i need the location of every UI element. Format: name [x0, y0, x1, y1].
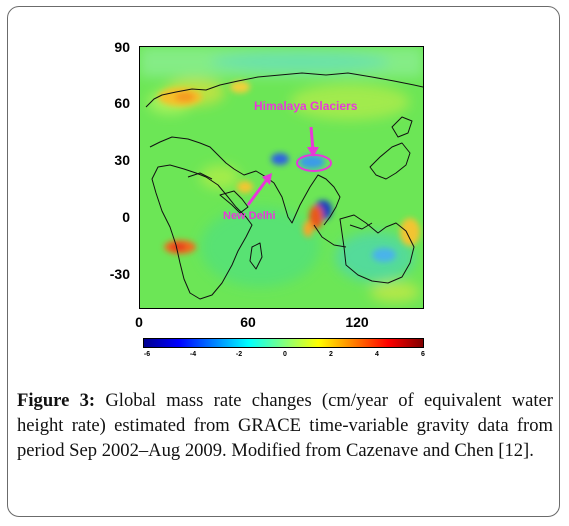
caption-text: Global mass rate changes (cm/year of equ… [17, 390, 554, 461]
colorbar-tick: -6 [143, 351, 151, 358]
colorbar-tick: 6 [421, 351, 425, 358]
y-tick-0: 0 [122, 209, 130, 225]
colorbar-tick: 2 [329, 351, 333, 358]
colorbar-tick: 4 [375, 351, 379, 358]
x-tick-120: 120 [345, 314, 369, 330]
y-tick-30: 30 [114, 152, 130, 168]
x-tick-0: 0 [135, 314, 143, 330]
new-delhi-label: New Delhi [223, 210, 276, 222]
colorbar-tick: -2 [235, 351, 243, 358]
colorbar [143, 338, 424, 348]
figure-label: Figure 3: [17, 390, 96, 411]
himalaya-glaciers-label: Himalaya Glaciers [254, 99, 358, 113]
figure: 90 60 30 0 -30 [109, 39, 425, 358]
colorbar-tick: -4 [189, 351, 197, 358]
y-tick-minus30: -30 [109, 266, 130, 282]
colorbar-tick: 0 [283, 351, 287, 358]
y-tick-90: 90 [114, 39, 130, 55]
gravity-map [139, 46, 424, 309]
y-tick-60: 60 [114, 95, 130, 111]
figure-caption: Figure 3: Global mass rate changes (cm/y… [17, 388, 553, 463]
x-tick-60: 60 [240, 314, 256, 330]
